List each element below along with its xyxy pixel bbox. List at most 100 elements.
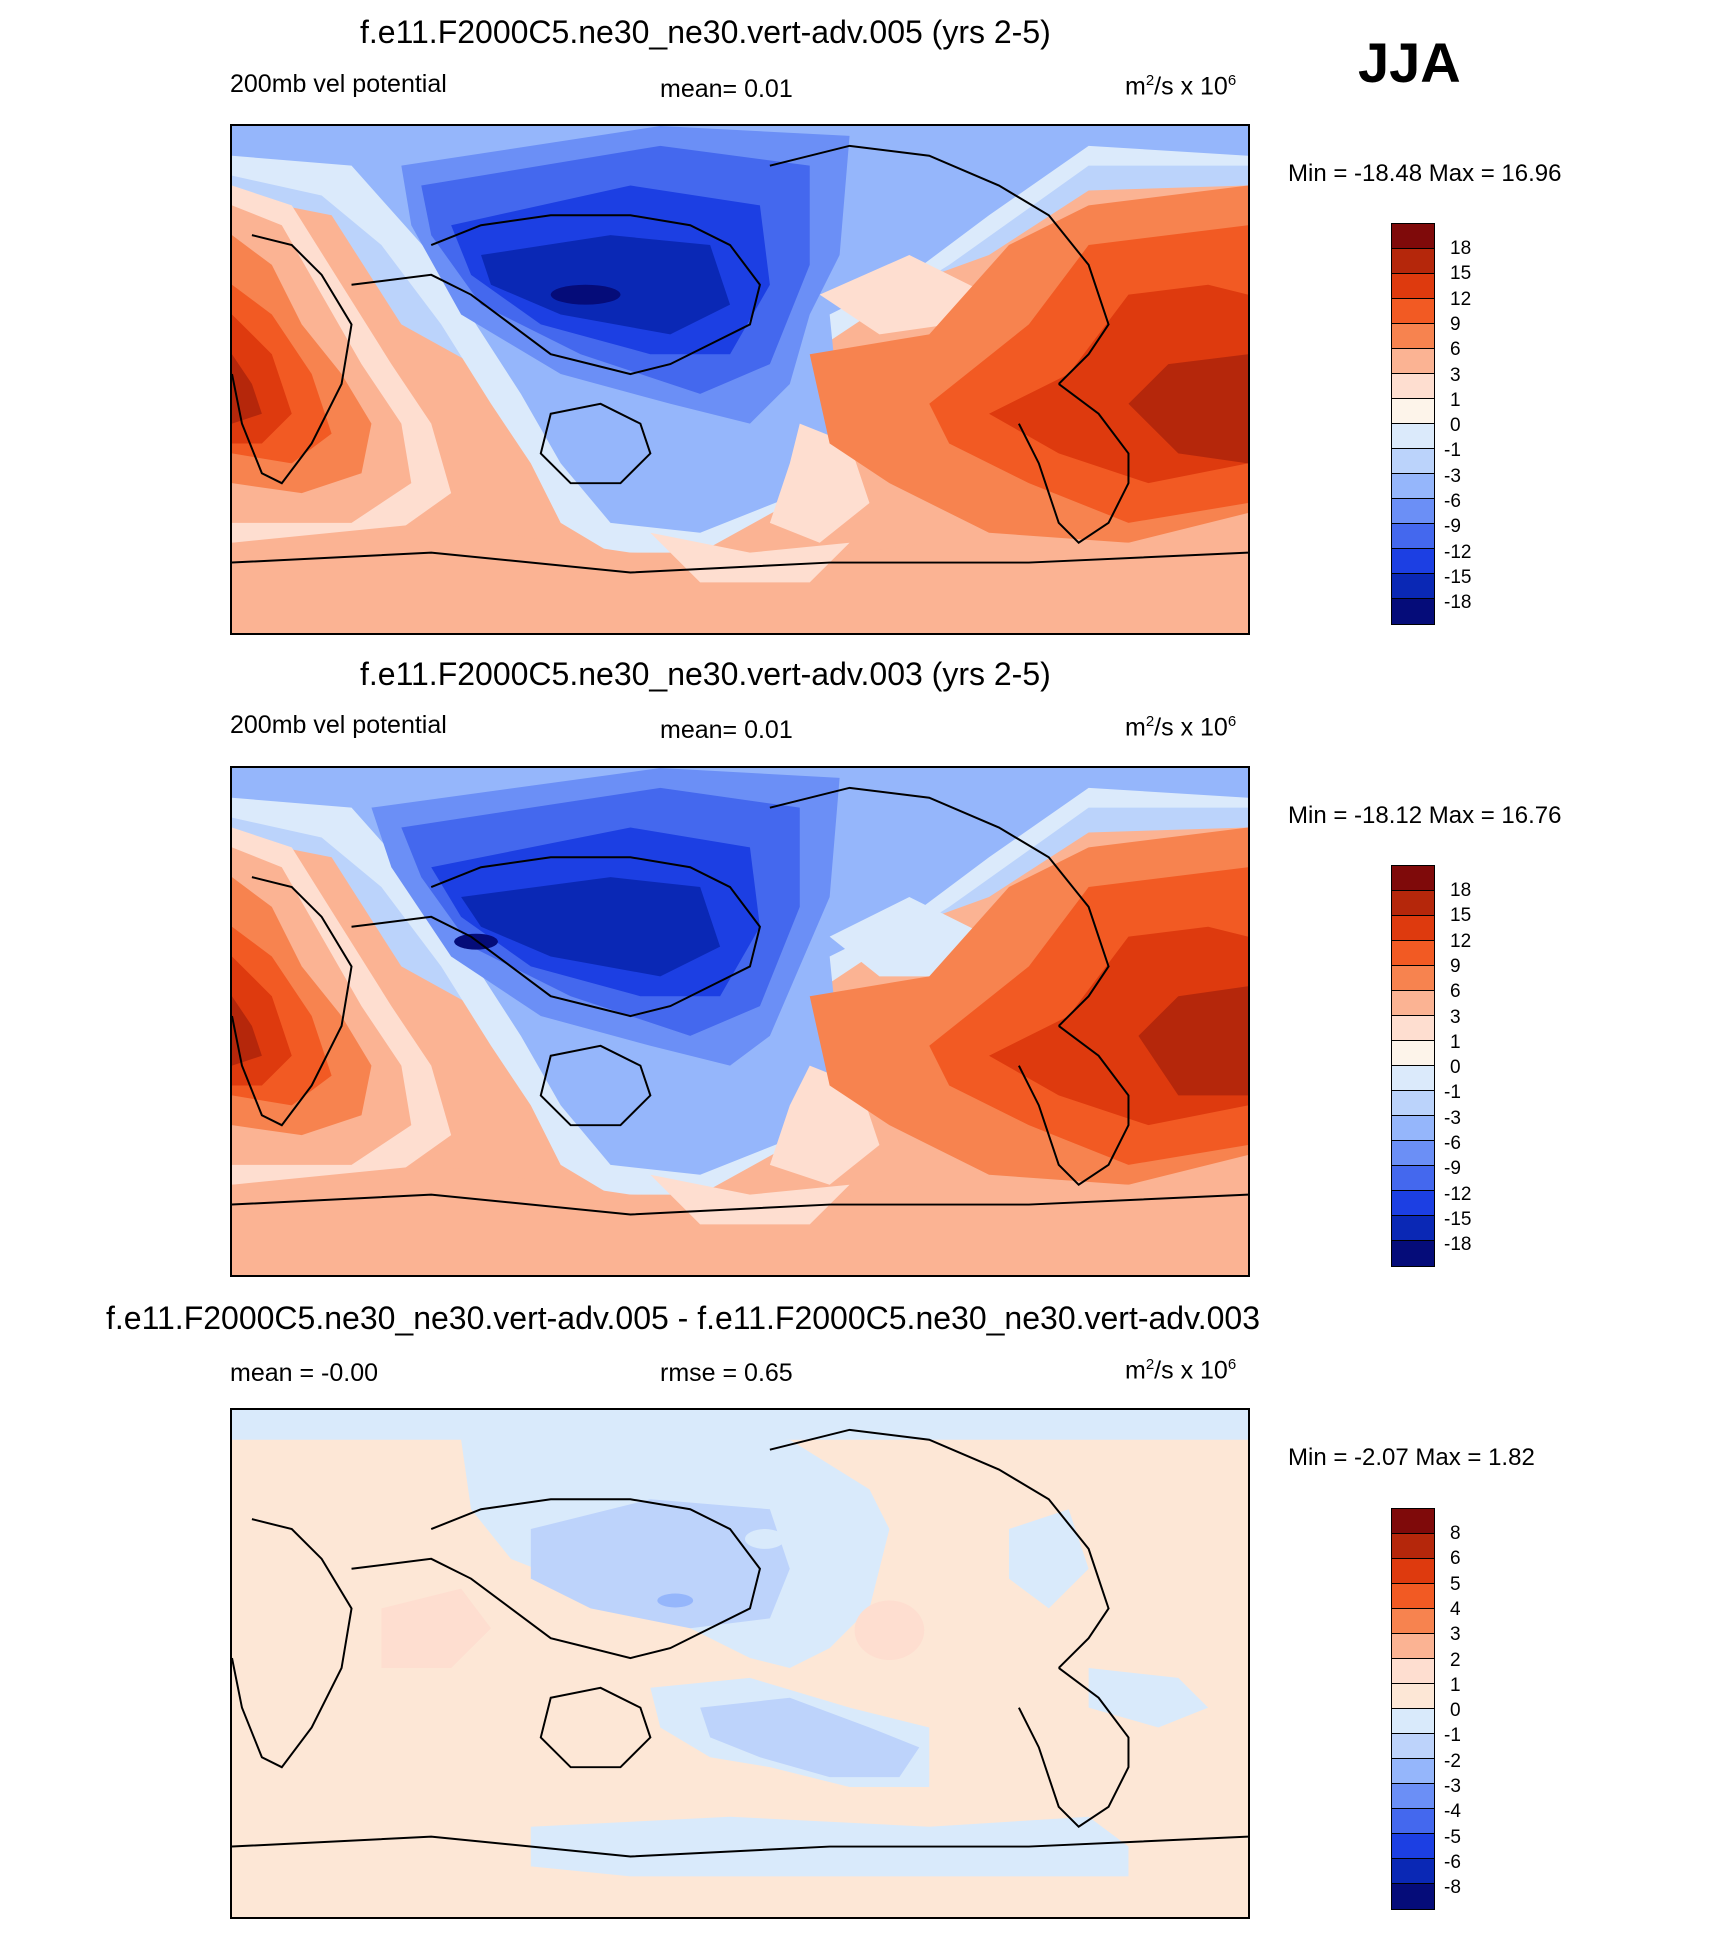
swatch — [1392, 399, 1434, 424]
swatch — [1392, 1191, 1434, 1216]
swatch — [1392, 916, 1434, 941]
swatch — [1392, 524, 1434, 549]
colorbar-tick-label: -1 — [1444, 440, 1461, 462]
colorbar-tick-label: 1 — [1450, 389, 1461, 411]
swatch — [1392, 474, 1434, 499]
panel-3-mean: mean = -0.00 — [230, 1359, 379, 1387]
colorbar-tick-label: 3 — [1450, 1006, 1461, 1028]
colorbar-tick-label: 2 — [1450, 1649, 1461, 1671]
colorbar-tick-label: -6 — [1444, 1133, 1461, 1154]
swatch — [1392, 891, 1434, 916]
swatch — [1392, 1784, 1434, 1809]
swatch — [1392, 1834, 1434, 1859]
swatch — [1392, 249, 1434, 274]
season-label: JJA — [1358, 31, 1461, 94]
swatch — [1392, 941, 1434, 966]
swatch — [1392, 599, 1434, 624]
panel-1-mean: mean= 0.01 — [660, 75, 793, 103]
colorbar-tick-label: -3 — [1444, 465, 1461, 487]
swatch — [1392, 1659, 1434, 1684]
colorbar-tick-label: 3 — [1450, 364, 1461, 386]
panel-2-title: f.e11.F2000C5.ne30_ne30.vert-adv.003 (yr… — [360, 656, 1051, 692]
colorbar-tick-label: 5 — [1450, 1573, 1461, 1595]
swatch — [1392, 1684, 1434, 1709]
colorbar-tick-label: 15 — [1450, 905, 1472, 927]
swatch — [1392, 1534, 1434, 1559]
swatch — [1392, 1584, 1434, 1609]
colorbar-tick-label: 8 — [1450, 1523, 1461, 1544]
swatch — [1392, 449, 1434, 474]
colorbar-tick-label: 6 — [1450, 981, 1461, 1003]
swatch — [1392, 299, 1434, 324]
swatch — [1392, 1609, 1434, 1634]
panel-3-map — [230, 1408, 1250, 1919]
colorbar-tick-label: 3 — [1450, 1624, 1461, 1646]
colorbar-tick-label: -18 — [1444, 1234, 1472, 1256]
colorbar-tick-label: 9 — [1450, 955, 1461, 977]
panel-1-variable-label: 200mb vel potential — [230, 70, 447, 98]
swatch — [1392, 1509, 1434, 1534]
swatch — [1392, 374, 1434, 399]
panel-1-map — [230, 124, 1250, 635]
swatch — [1392, 424, 1434, 449]
colorbar-tick-label: 9 — [1450, 313, 1461, 335]
colorbar-tick-label: -3 — [1444, 1107, 1461, 1129]
swatch — [1392, 991, 1434, 1016]
colorbar-tick-label: -15 — [1444, 1208, 1472, 1230]
colorbar-tick-label: -12 — [1444, 541, 1472, 563]
colorbar-tick-label: 6 — [1450, 1548, 1461, 1570]
colorbar-tick-label: -3 — [1444, 1776, 1461, 1797]
swatch — [1392, 1859, 1434, 1884]
colorbar-tick-label: 0 — [1450, 1700, 1461, 1722]
panel-3-title: f.e11.F2000C5.ne30_ne30.vert-adv.005 - f… — [106, 1300, 1260, 1336]
colorbar-tick-label: 6 — [1450, 339, 1461, 361]
swatch — [1392, 1166, 1434, 1191]
colorbar-tick-label: -9 — [1444, 516, 1461, 538]
colorbar-tick-label: -9 — [1444, 1158, 1461, 1180]
colorbar-tick-label: 18 — [1450, 880, 1472, 901]
colorbar-tick-label: -5 — [1444, 1826, 1461, 1848]
colorbar-tick-label: 12 — [1450, 930, 1472, 952]
swatch — [1392, 1216, 1434, 1241]
swatch — [1392, 1759, 1434, 1784]
colorbar-tick-label: -1 — [1444, 1082, 1461, 1104]
swatch — [1392, 224, 1434, 249]
panel-3-rmse: rmse = 0.65 — [660, 1359, 793, 1387]
panel-3-units: m2/s x 106 — [1125, 1356, 1237, 1385]
swatch — [1392, 1116, 1434, 1141]
swatch — [1392, 1066, 1434, 1091]
swatch — [1392, 499, 1434, 524]
colorbar-tick-label: -12 — [1444, 1183, 1472, 1205]
swatch — [1392, 1559, 1434, 1584]
panel-3-colorbar — [1391, 1508, 1435, 1910]
swatch — [1392, 574, 1434, 599]
swatch — [1392, 1241, 1434, 1266]
colorbar-tick-label: 1 — [1450, 1674, 1461, 1696]
panel-1-colorbar — [1391, 223, 1435, 625]
colorbar-tick-label: -4 — [1444, 1801, 1461, 1823]
swatch — [1392, 349, 1434, 374]
colorbar-tick-label: 0 — [1450, 1057, 1461, 1079]
panel-2-min-max: Min = -18.12 Max = 16.76 — [1288, 802, 1562, 829]
swatch — [1392, 1016, 1434, 1041]
colorbar-tick-label: 15 — [1450, 263, 1472, 285]
panel-2-units: m2/s x 106 — [1125, 713, 1237, 742]
swatch — [1392, 1634, 1434, 1659]
colorbar-tick-label: -8 — [1444, 1877, 1461, 1899]
panel-1-title: f.e11.F2000C5.ne30_ne30.vert-adv.005 (yr… — [360, 14, 1051, 50]
panel-3-min-max: Min = -2.07 Max = 1.82 — [1288, 1444, 1535, 1471]
swatch — [1392, 1734, 1434, 1759]
swatch — [1392, 1041, 1434, 1066]
colorbar-tick-label: -2 — [1444, 1750, 1461, 1772]
colorbar-tick-label: 1 — [1450, 1031, 1461, 1053]
swatch — [1392, 866, 1434, 891]
panel-2-variable-label: 200mb vel potential — [230, 711, 447, 739]
colorbar-tick-label: -1 — [1444, 1725, 1461, 1747]
swatch — [1392, 1884, 1434, 1909]
swatch — [1392, 1091, 1434, 1116]
colorbar-tick-label: -6 — [1444, 1851, 1461, 1873]
panel-1-min-max: Min = -18.48 Max = 16.96 — [1288, 160, 1562, 187]
swatch — [1392, 1809, 1434, 1834]
swatch — [1392, 966, 1434, 991]
panel-2-mean: mean= 0.01 — [660, 716, 793, 744]
